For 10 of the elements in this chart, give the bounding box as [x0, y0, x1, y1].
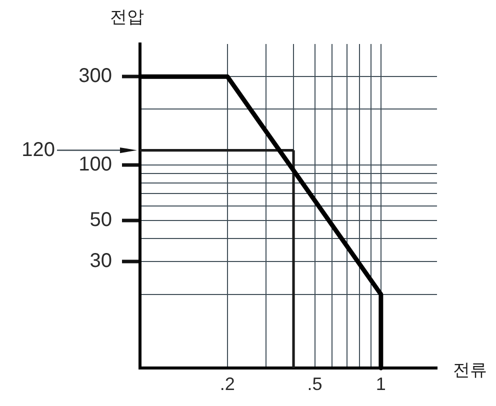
y-tick-label: 30	[90, 250, 112, 272]
y-tick-label: 50	[90, 209, 112, 232]
x-tick-label: .2	[220, 374, 235, 394]
y-tick-label: 300	[78, 65, 112, 88]
x-axis-title: 전류	[453, 360, 487, 380]
y-tick-label: 100	[78, 153, 112, 176]
x-tick-label: .5	[307, 374, 322, 394]
ref-line-label: 120	[22, 138, 55, 161]
y-axis-title: 전압	[110, 7, 144, 28]
x-tick-label: 1	[376, 374, 386, 394]
